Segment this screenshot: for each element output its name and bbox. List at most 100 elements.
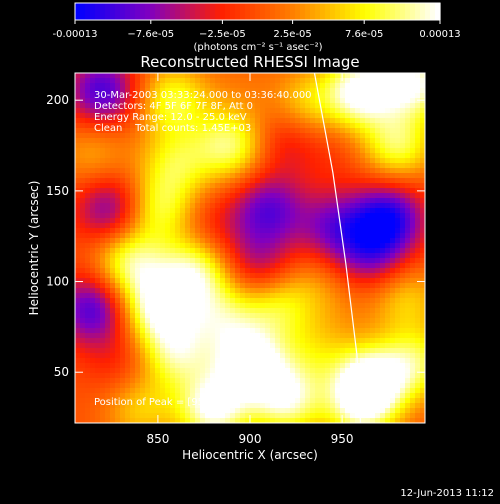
heatmap-cell (115, 78, 120, 83)
heatmap-cell (215, 228, 220, 233)
heatmap-cell (205, 253, 210, 258)
heatmap-cell (365, 403, 370, 408)
heatmap-cell (330, 413, 335, 418)
heatmap-cell (275, 223, 280, 228)
heatmap-cell (205, 368, 210, 373)
heatmap-cell (85, 133, 90, 138)
heatmap-cell (410, 393, 415, 398)
heatmap-cell (375, 318, 380, 323)
heatmap-cell (395, 273, 400, 278)
heatmap-cell (155, 343, 160, 348)
heatmap-cell (75, 393, 80, 398)
heatmap-cell (295, 198, 300, 203)
heatmap-cell (100, 138, 105, 143)
heatmap-cell (185, 173, 190, 178)
heatmap-cell (385, 98, 390, 103)
heatmap-cell (370, 293, 375, 298)
heatmap-cell (305, 73, 310, 78)
heatmap-cell (190, 258, 195, 263)
heatmap-cell (310, 153, 315, 158)
heatmap-cell (395, 123, 400, 128)
heatmap-cell (385, 223, 390, 228)
heatmap-cell (280, 128, 285, 133)
heatmap-cell (115, 168, 120, 173)
heatmap-cell (235, 243, 240, 248)
heatmap-cell (175, 158, 180, 163)
heatmap-cell (195, 278, 200, 283)
heatmap-cell (205, 308, 210, 313)
heatmap-cell (110, 283, 115, 288)
heatmap-cell (395, 313, 400, 318)
heatmap-cell (80, 378, 85, 383)
heatmap-cell (275, 353, 280, 358)
heatmap-cell (270, 113, 275, 118)
heatmap-cell (155, 313, 160, 318)
heatmap-cell (415, 238, 420, 243)
heatmap-cell (255, 113, 260, 118)
heatmap-cell (410, 353, 415, 358)
heatmap-cell (310, 348, 315, 353)
heatmap-cell (355, 168, 360, 173)
heatmap-cell (150, 243, 155, 248)
heatmap-cell (325, 238, 330, 243)
heatmap-cell (275, 253, 280, 258)
heatmap-cell (80, 138, 85, 143)
heatmap-cell (165, 303, 170, 308)
heatmap-cell (245, 233, 250, 238)
heatmap-cell (400, 163, 405, 168)
heatmap-cell (330, 378, 335, 383)
colorbar-swatch (180, 3, 186, 20)
heatmap-cell (190, 323, 195, 328)
heatmap-cell (120, 238, 125, 243)
heatmap-cell (335, 308, 340, 313)
heatmap-cell (295, 218, 300, 223)
heatmap-cell (320, 193, 325, 198)
heatmap-cell (360, 113, 365, 118)
heatmap-cell (115, 198, 120, 203)
heatmap-cell (230, 268, 235, 273)
heatmap-cell (105, 258, 110, 263)
heatmap-cell (85, 93, 90, 98)
heatmap-cell (365, 318, 370, 323)
heatmap-cell (330, 273, 335, 278)
heatmap-cell (150, 188, 155, 193)
heatmap-cell (340, 138, 345, 143)
heatmap-cell (75, 193, 80, 198)
heatmap-cell (85, 223, 90, 228)
heatmap-cell (335, 358, 340, 363)
heatmap-cell (215, 268, 220, 273)
heatmap-cell (390, 233, 395, 238)
heatmap-cell (195, 323, 200, 328)
heatmap-cell (200, 318, 205, 323)
heatmap-cell (350, 368, 355, 373)
heatmap-cell (360, 103, 365, 108)
heatmap-cell (220, 278, 225, 283)
heatmap-cell (140, 208, 145, 213)
heatmap-cell (330, 268, 335, 273)
heatmap-cell (360, 368, 365, 373)
heatmap-cell (115, 238, 120, 243)
heatmap-cell (260, 278, 265, 283)
heatmap-cell (325, 108, 330, 113)
heatmap-cell (120, 198, 125, 203)
heatmap-cell (185, 273, 190, 278)
heatmap-cell (330, 88, 335, 93)
heatmap-cell (125, 328, 130, 333)
heatmap-cell (150, 193, 155, 198)
heatmap-cell (120, 318, 125, 323)
heatmap-cell (145, 183, 150, 188)
heatmap-cell (370, 273, 375, 278)
heatmap-cell (370, 353, 375, 358)
heatmap-cell (145, 273, 150, 278)
heatmap-cell (360, 348, 365, 353)
heatmap-cell (245, 273, 250, 278)
heatmap-cell (85, 128, 90, 133)
heatmap-cell (200, 153, 205, 158)
heatmap-cell (100, 183, 105, 188)
heatmap-cell (190, 173, 195, 178)
heatmap-cell (180, 383, 185, 388)
heatmap-cell (300, 193, 305, 198)
heatmap-cell (115, 188, 120, 193)
heatmap-cell (195, 238, 200, 243)
heatmap-cell (415, 108, 420, 113)
